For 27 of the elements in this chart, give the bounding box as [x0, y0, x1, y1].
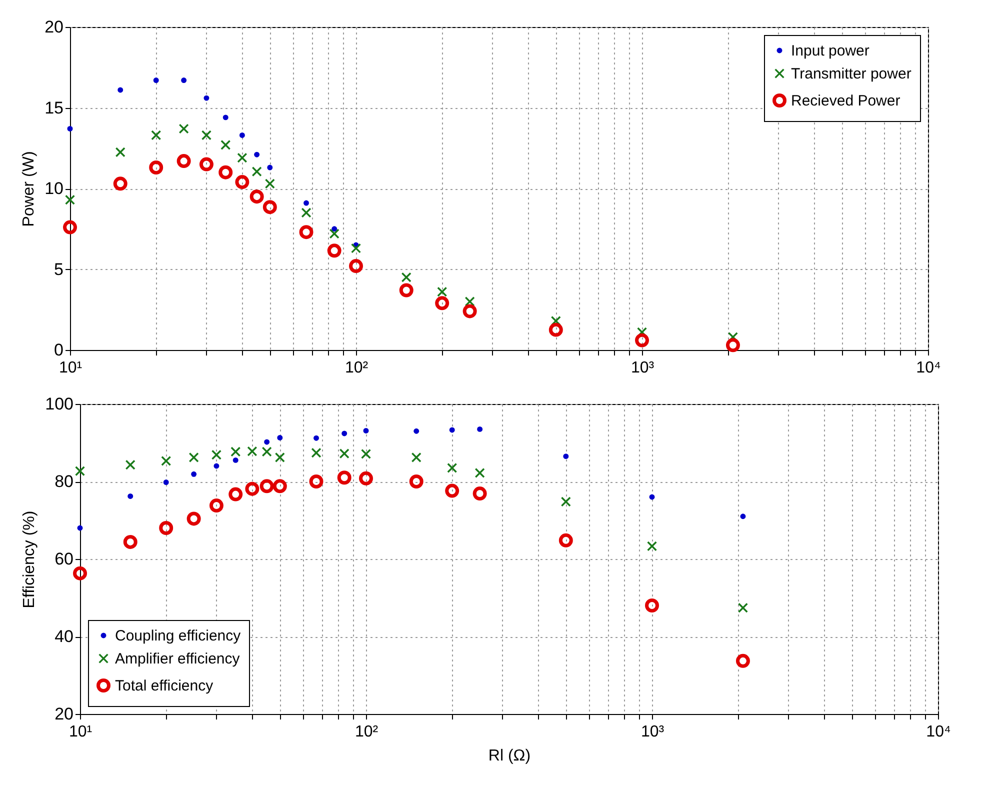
legend-label: Coupling efficiency	[115, 628, 242, 644]
x-tick-label: 10⁴	[926, 724, 951, 740]
y-tick-label: 5	[54, 260, 64, 279]
y-axis-title: Power (W)	[20, 151, 38, 227]
x-axis-title: Rl (Ω)	[488, 748, 531, 764]
y-tick-label: 20	[54, 704, 74, 724]
legend-label: Total efficiency	[115, 678, 214, 694]
y-tick-label: 10	[44, 179, 64, 198]
y-tick-label: 40	[54, 627, 74, 646]
legend-label: Amplifier efficiency	[115, 650, 240, 668]
x-tick-label: 10¹	[68, 724, 92, 740]
y-tick-label: 60	[54, 550, 74, 568]
y-axis-title: Efficiency (%)	[21, 510, 38, 608]
legend-label: Transmitter power	[791, 66, 912, 82]
x-tick-label: 10²	[344, 360, 369, 376]
y-tick-label: 20	[44, 18, 64, 36]
x-tick-label: 10¹	[58, 360, 82, 376]
x-tick-label: 10²	[354, 724, 379, 740]
x-tick-label: 10³	[640, 724, 665, 740]
y-tick-label: 100	[45, 394, 74, 414]
y-tick-label: 80	[54, 472, 74, 491]
y-tick-label: 0	[54, 340, 64, 360]
x-tick-label: 10⁴	[916, 360, 941, 376]
x-tick-label: 10³	[630, 360, 655, 376]
legend-label: Input power	[791, 42, 870, 60]
legend-label: Recieved Power	[791, 92, 900, 110]
y-tick-label: 15	[44, 98, 64, 118]
